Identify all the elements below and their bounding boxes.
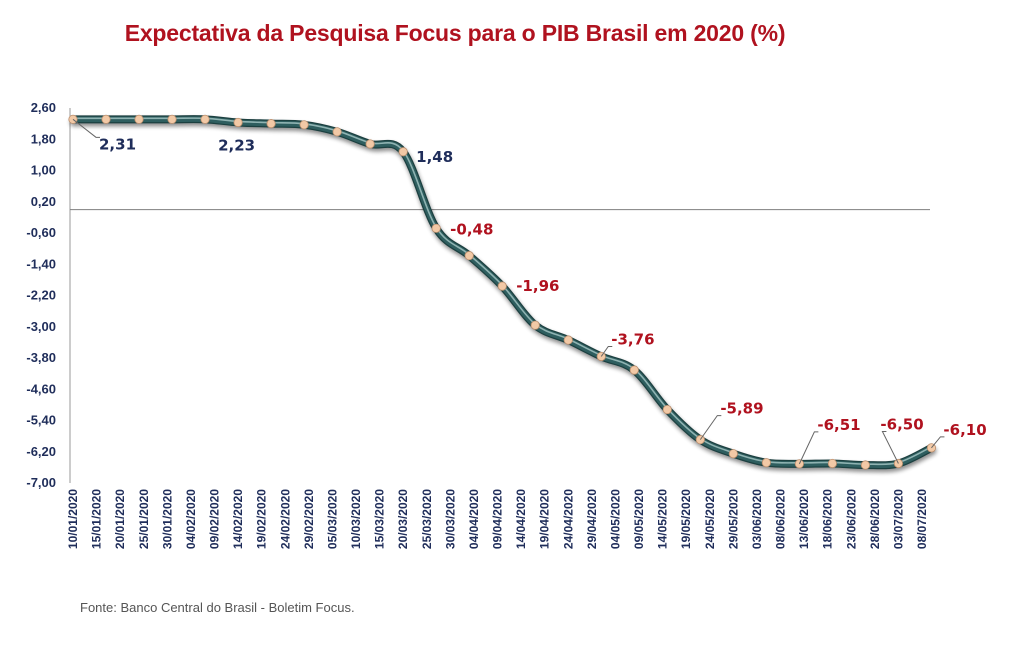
data-label-leader <box>798 431 819 465</box>
y-tick-label: 0,20 <box>31 194 56 209</box>
series-line-body <box>70 116 935 469</box>
y-tick-label: 2,60 <box>31 100 56 115</box>
x-tick-label: 13/06/2020 <box>797 489 811 549</box>
x-tick-label: 09/05/2020 <box>632 489 646 549</box>
x-tick-label: 15/01/2020 <box>90 489 104 549</box>
data-point-marker <box>299 120 309 130</box>
y-tick-label: -7,00 <box>26 475 56 490</box>
x-tick-label: 24/02/2020 <box>278 489 292 549</box>
x-tick-label: 19/05/2020 <box>679 489 693 549</box>
x-tick-label: 20/03/2020 <box>396 489 410 549</box>
x-tick-label: 08/06/2020 <box>774 489 788 549</box>
x-tick-label: 04/04/2020 <box>467 489 481 549</box>
source-note: Fonte: Banco Central do Brasil - Boletim… <box>80 600 355 615</box>
data-label: 1,48 <box>416 148 453 166</box>
data-label-leader <box>931 436 945 449</box>
x-tick-label: 03/07/2020 <box>891 489 905 549</box>
series-line <box>69 115 936 470</box>
y-tick-label: -5,40 <box>26 413 56 428</box>
data-point-marker <box>266 119 276 129</box>
x-tick-label: 18/06/2020 <box>821 489 835 549</box>
data-label: -1,96 <box>516 277 559 295</box>
x-tick-label: 30/01/2020 <box>160 489 174 549</box>
data-point-marker <box>827 458 837 469</box>
data-label-leader <box>72 118 100 138</box>
y-tick-label: -1,40 <box>26 256 56 271</box>
data-point-marker <box>101 114 111 124</box>
y-tick-label: -0,60 <box>26 225 56 240</box>
x-tick-label: 19/04/2020 <box>538 489 552 549</box>
x-tick-label: 29/04/2020 <box>585 489 599 549</box>
data-label: -6,10 <box>943 421 986 439</box>
y-tick-label: -2,20 <box>26 288 56 303</box>
data-labels: 2,31 2,23 1,48 -0,48 -1,96 -3,76 -5,89 -6,51 -6,… <box>72 118 987 465</box>
x-tick-label: 28/06/2020 <box>868 489 882 549</box>
series-line-outline <box>69 115 936 470</box>
x-tick-label: 14/04/2020 <box>514 489 528 549</box>
x-tick-label: 05/03/2020 <box>325 489 339 549</box>
data-point-marker <box>761 458 771 468</box>
data-point-marker <box>662 404 672 415</box>
data-label: -5,89 <box>720 400 763 418</box>
x-tick-label: 04/02/2020 <box>184 489 198 549</box>
data-point-marker <box>563 335 573 345</box>
x-tick-label: 14/05/2020 <box>656 489 670 549</box>
data-point-marker <box>530 320 540 330</box>
chart-title: Expectativa da Pesquisa Focus para o PIB… <box>124 20 786 46</box>
y-tick-label: -3,00 <box>26 319 56 334</box>
data-point-marker <box>398 147 408 157</box>
x-tick-label: 25/01/2020 <box>137 489 151 549</box>
data-label-leader <box>600 345 613 357</box>
data-point-marker <box>365 139 375 149</box>
y-axis: 2,60 1,80 1,00 0,20 -0,60 -1,40 -2,20 -3,00 -3,8… <box>26 100 930 490</box>
y-tick-label: 1,80 <box>31 131 56 146</box>
y-tick-label: -3,80 <box>26 350 56 365</box>
data-label-leader <box>881 430 899 464</box>
data-point-marker <box>464 251 474 261</box>
line-chart: 2,60 1,80 1,00 0,20 -0,60 -1,40 -2,20 -3,00 -3,8… <box>26 100 987 549</box>
x-tick-label: 10/01/2020 <box>66 489 80 549</box>
data-label: -3,76 <box>611 330 654 348</box>
x-tick-label: 03/06/2020 <box>750 489 764 549</box>
data-point-marker <box>629 365 639 375</box>
x-tick-label: 10/03/2020 <box>349 489 363 549</box>
x-tick-label: 24/04/2020 <box>561 489 575 549</box>
x-tick-label: 19/02/2020 <box>255 489 269 549</box>
data-point-marker <box>728 449 738 459</box>
data-point-marker <box>860 460 871 470</box>
data-label: -6,50 <box>880 415 923 433</box>
y-tick-label: -6,20 <box>26 444 56 459</box>
x-tick-label: 14/02/2020 <box>231 489 245 549</box>
data-point-marker <box>167 114 177 124</box>
data-point-marker <box>200 114 210 124</box>
data-label-leader <box>699 415 722 440</box>
y-tick-label: 1,00 <box>31 163 56 178</box>
x-tick-label: 15/03/2020 <box>373 489 387 549</box>
x-tick-label: 20/01/2020 <box>113 489 127 549</box>
data-label: -6,51 <box>817 416 860 434</box>
x-tick-label: 04/05/2020 <box>608 489 622 549</box>
x-tick-label: 09/02/2020 <box>208 489 222 549</box>
data-label: -0,48 <box>450 220 493 238</box>
x-tick-label: 30/03/2020 <box>443 489 457 549</box>
x-tick-label: 29/02/2020 <box>302 489 316 549</box>
x-tick-label: 29/05/2020 <box>726 489 740 549</box>
x-tick-label: 08/07/2020 <box>915 489 929 549</box>
data-point-marker <box>332 127 342 137</box>
x-tick-label: 25/03/2020 <box>420 489 434 549</box>
data-point-marker <box>497 281 507 291</box>
x-tick-label: 24/05/2020 <box>703 489 717 549</box>
x-axis: 10/01/2020 15/01/2020 20/01/2020 25/01/2020… <box>66 489 929 549</box>
data-point-marker <box>233 117 243 128</box>
series-markers <box>68 114 937 470</box>
x-tick-label: 23/06/2020 <box>844 489 858 549</box>
y-tick-label: -4,60 <box>26 381 56 396</box>
data-point-marker <box>134 114 144 124</box>
data-label: 2,23 <box>218 136 255 154</box>
x-tick-label: 09/04/2020 <box>491 489 505 549</box>
data-point-marker <box>431 223 441 233</box>
data-label: 2,31 <box>99 135 136 153</box>
